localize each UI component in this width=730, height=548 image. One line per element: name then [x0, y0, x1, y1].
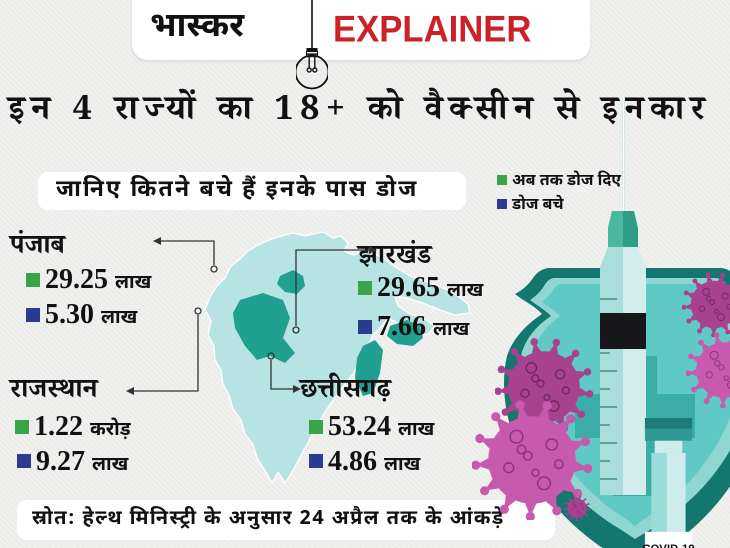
svg-text:COVID-19: COVID-19 — [642, 543, 694, 548]
